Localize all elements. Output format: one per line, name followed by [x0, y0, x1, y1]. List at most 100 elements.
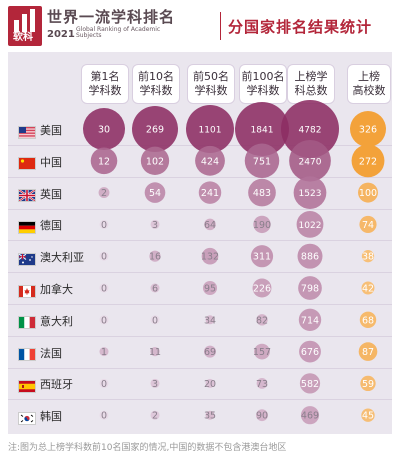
bubble [361, 281, 375, 295]
column-header-6: 上榜 高校数 [347, 64, 391, 104]
bubble-label: 16 [149, 252, 161, 263]
bubble [244, 143, 280, 179]
bubble-label: 1 [101, 347, 107, 358]
bubble [195, 145, 225, 176]
bubble [150, 346, 160, 357]
bubble [254, 343, 270, 360]
bubble-label: 226 [253, 284, 271, 295]
brand-logo: 软科 [8, 6, 42, 46]
bubble-label: 11 [149, 347, 161, 358]
bubble-label: 798 [301, 284, 319, 295]
bubble [361, 408, 375, 422]
bubble-label: 241 [201, 188, 219, 199]
row-divider [8, 367, 392, 369]
page-title: 分国家排名结果统计 [228, 18, 373, 36]
bubble-label: 582 [301, 379, 319, 390]
bubble-label: 3 [152, 220, 158, 231]
bubble-label: 82 [256, 315, 268, 326]
country-name: 德国 [40, 219, 62, 233]
bubble [252, 278, 272, 298]
bubble-label: 59 [362, 379, 374, 390]
bubble [198, 181, 222, 204]
column-header-line: 学科数 [194, 84, 228, 97]
country-name: 中国 [40, 155, 62, 169]
column-header-line: 第1名 [90, 70, 120, 83]
bubble-label: 30 [98, 125, 110, 136]
bubble-label: 1101 [199, 126, 222, 136]
country-name: 西班牙 [40, 378, 73, 392]
bubble [150, 283, 160, 293]
logo-text: 软科 [13, 32, 33, 43]
bubble [358, 182, 378, 203]
bubble [250, 245, 274, 268]
bubble-label: 45 [362, 411, 374, 422]
bubble-label: 0 [101, 379, 107, 390]
bubble [281, 100, 339, 158]
brand-title: 世界一流学科排名 [47, 8, 176, 26]
flag-cn-icon [18, 155, 36, 171]
bubble-label: 38 [362, 252, 374, 263]
bubble [203, 345, 217, 358]
column-header-line: 上榜学 [294, 70, 328, 83]
bubble-label: 0 [101, 220, 107, 231]
bubble-label: 42 [362, 284, 374, 295]
bubble-label: 0 [101, 284, 107, 295]
bubble-label: 190 [253, 220, 271, 231]
column-header-line: 学科数 [246, 84, 280, 97]
bubble [299, 373, 321, 394]
bubble-label: 73 [256, 379, 268, 390]
bubble-label: 12 [98, 156, 110, 167]
bubble-label: 676 [301, 347, 319, 358]
column-header-4: 前100名 学科数 [239, 64, 287, 104]
bubble [297, 243, 323, 269]
flag-fr-icon [18, 346, 36, 362]
bubble [201, 247, 219, 265]
country-name: 澳大利亚 [40, 251, 84, 265]
column-header-label: 前10名 学科数 [138, 70, 174, 98]
bubble [296, 210, 324, 238]
bubble [99, 251, 109, 261]
bubble [256, 378, 268, 389]
column-header-line: 学科数 [88, 84, 122, 97]
header-divider [220, 12, 221, 40]
bubble [300, 406, 320, 425]
bubble-label: 0 [101, 411, 107, 422]
bubble-label: 54 [149, 188, 161, 199]
bubble-label: 95 [204, 284, 216, 295]
bubble [351, 144, 385, 178]
bubble [256, 314, 268, 326]
bubble [256, 409, 268, 422]
row-divider [8, 399, 392, 401]
brand-subtitle: Global Ranking of Academic Subjects [76, 26, 161, 39]
bubble-label: 714 [301, 315, 319, 326]
bubble [235, 102, 289, 156]
bubble-label: 100 [359, 188, 377, 199]
header: 软科 世界一流学科排名 2021 Global Ranking of Acade… [0, 0, 400, 52]
bubble-label: 0 [101, 315, 107, 326]
bubble-label: 424 [201, 156, 219, 167]
bubble [150, 410, 160, 420]
bubble [359, 215, 377, 233]
bubble-label: 326 [359, 125, 377, 136]
bubble [299, 340, 321, 363]
bubble [298, 308, 322, 332]
bubble [150, 378, 160, 388]
country-name: 加拿大 [40, 283, 73, 296]
bubble [99, 378, 109, 388]
flag-it-icon [18, 314, 36, 330]
bubble-label: 886 [301, 252, 319, 263]
bubble [361, 250, 375, 263]
bubble-label: 3 [152, 379, 158, 390]
bubble-label: 483 [253, 188, 271, 199]
bubble [99, 410, 109, 420]
bubble [350, 111, 386, 147]
row-divider [8, 176, 392, 178]
bubble-label: 272 [359, 156, 377, 167]
bubble [298, 276, 322, 300]
bubble-label: 0 [152, 315, 158, 326]
footnote: 注:图为总上榜学科数前10名国家的情况,中国的数据不包含港澳台地区 [8, 443, 287, 453]
bubble [99, 283, 109, 293]
bubble-label: 102 [146, 156, 164, 167]
column-header-line: 前100名 [241, 70, 285, 83]
